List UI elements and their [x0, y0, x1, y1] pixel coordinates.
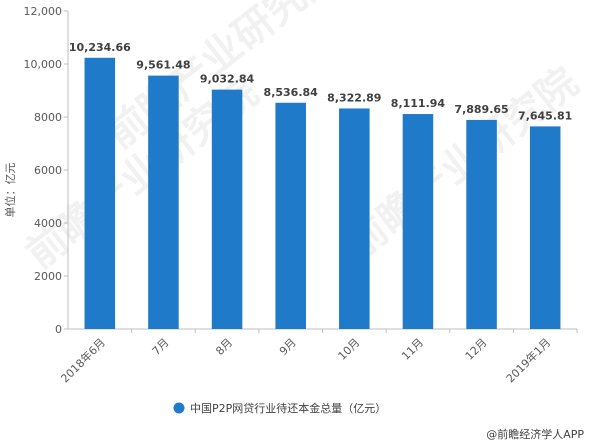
legend: 中国P2P网贷行业待还本金总量（亿元）	[173, 401, 386, 415]
bar	[402, 114, 434, 329]
bar	[211, 89, 243, 330]
y-tick-label: 2000	[34, 270, 62, 283]
data-label: 9,032.84	[200, 73, 255, 86]
x-tick-label: 11月	[399, 336, 426, 363]
x-tick-label: 8月	[213, 336, 235, 358]
y-tick-label: 12,000	[24, 5, 63, 18]
data-label: 8,322.89	[327, 91, 381, 104]
y-axis-ticks: 0 2000 4000 6000 8000 10,000 12,000	[24, 5, 68, 336]
bar	[466, 119, 497, 329]
data-label: 10,234.66	[69, 41, 131, 54]
bar	[275, 102, 306, 329]
y-tick-label: 10,000	[24, 58, 63, 71]
y-tick-label: 4000	[34, 217, 62, 230]
x-tick-label: 7月	[150, 336, 172, 358]
y-axis-title: 单位：亿元	[3, 163, 17, 218]
x-tick-label: 9月	[277, 336, 299, 358]
data-label: 9,561.48	[136, 59, 190, 72]
source-credit: @前瞻经济学人APP	[486, 427, 584, 441]
bar	[148, 75, 179, 329]
y-tick-label: 0	[55, 323, 62, 336]
data-label: 7,645.81	[518, 109, 572, 122]
data-label: 8,111.94	[391, 97, 446, 110]
legend-marker	[173, 402, 185, 414]
bar	[339, 108, 370, 329]
x-tick-label: 2019年1月	[503, 335, 553, 385]
legend-label: 中国P2P网贷行业待还本金总量（亿元）	[190, 401, 386, 415]
x-tick-label: 10月	[336, 336, 363, 363]
data-label: 7,889.65	[454, 103, 508, 116]
x-tick-label: 12月	[463, 336, 490, 363]
y-tick-label: 6000	[34, 164, 62, 177]
y-tick-label: 8000	[34, 111, 62, 124]
bar	[84, 57, 116, 330]
data-label: 8,536.84	[264, 86, 319, 99]
x-tick-label: 2018年6月	[58, 335, 108, 385]
bars	[84, 57, 561, 330]
data-labels: 10,234.66 9,561.48 9,032.84 8,536.84 8,322.8…	[69, 41, 572, 123]
bar	[529, 126, 561, 329]
x-axis-ticks: 2018年6月 7月 8月 9月 10月 11月 12月 2019年1月	[58, 329, 578, 385]
